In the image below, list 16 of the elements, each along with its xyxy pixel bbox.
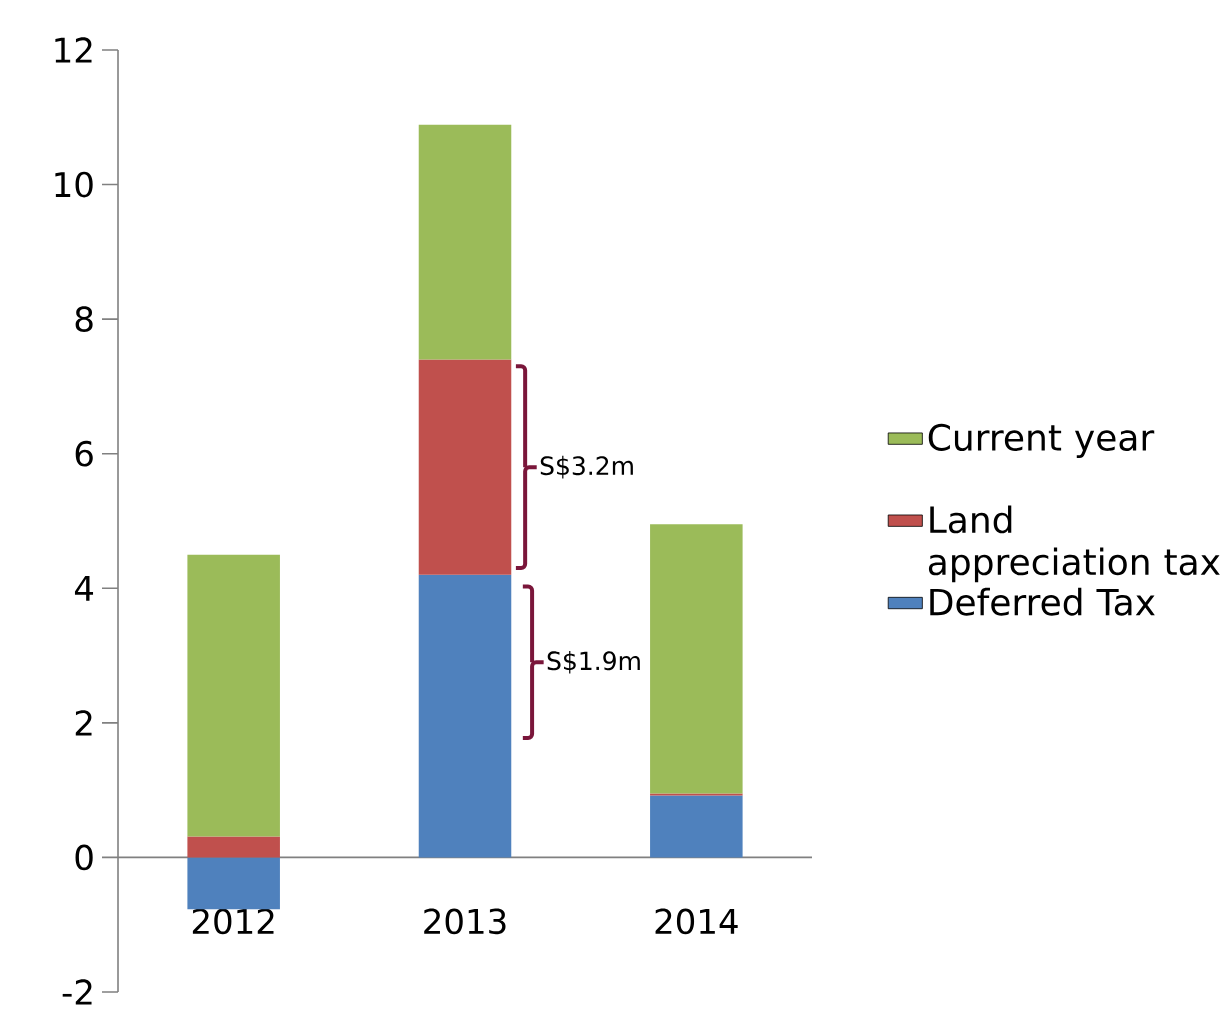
annotation: S$3.2m xyxy=(540,455,633,479)
y-tick-label: 6 xyxy=(75,440,93,467)
x-tick-label: 2013 xyxy=(424,908,506,935)
y-tick-label: 2 xyxy=(75,710,92,736)
y-tick-label: 10 xyxy=(55,171,93,198)
y-tick-label: 8 xyxy=(75,306,93,332)
legend-label: Deferred Tax xyxy=(930,587,1155,616)
legend-label: Current year xyxy=(928,423,1155,458)
x-tick-label: 2014 xyxy=(655,908,738,935)
annotation: S$1.9m xyxy=(547,650,640,674)
y-tick-label: 4 xyxy=(74,575,94,601)
y-tick-label: -2 xyxy=(62,979,92,1005)
y-tick-label: 0 xyxy=(75,844,93,871)
legend-label: Land appreciation tax xyxy=(928,505,1220,583)
x-tick-label: 2012 xyxy=(192,908,274,935)
y-tick-label: 12 xyxy=(55,37,92,63)
